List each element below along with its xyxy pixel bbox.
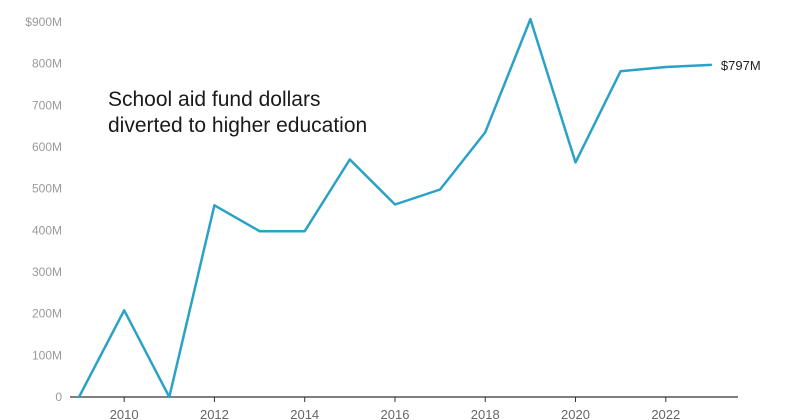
data-point-12 <box>619 69 623 73</box>
series-line <box>77 17 713 399</box>
data-point-10 <box>528 17 532 21</box>
y-tick-label-4: 400M <box>32 223 62 237</box>
x-tick-label-5: 2020 <box>561 407 590 420</box>
x-tick-label-4: 2018 <box>471 407 500 420</box>
data-point-13 <box>664 65 668 69</box>
x-tick-label-0: 2010 <box>110 407 139 420</box>
y-tick-label-5: 500M <box>32 182 62 196</box>
data-point-3 <box>212 203 216 207</box>
x-tick-label-1: 2012 <box>200 407 229 420</box>
data-point-0 <box>77 395 81 399</box>
y-tick-label-6: 600M <box>32 140 62 154</box>
y-tick-label-7: 700M <box>32 98 62 112</box>
y-tick-label-3: 300M <box>32 265 62 279</box>
y-tick-label-9: $900M <box>25 15 62 29</box>
data-point-11 <box>574 160 578 164</box>
data-point-4 <box>258 229 262 233</box>
x-tick-label-3: 2016 <box>381 407 410 420</box>
y-tick-label-2: 200M <box>32 307 62 321</box>
x-tick-label-2: 2014 <box>290 407 319 420</box>
y-tick-label-8: 800M <box>32 57 62 71</box>
data-point-2 <box>167 395 171 399</box>
data-point-7 <box>393 203 397 207</box>
y-tick-label-1: 100M <box>32 348 62 362</box>
chart-annotation: School aid fund dollars diverted to high… <box>108 88 368 137</box>
y-tick-label-0: 0 <box>55 390 62 404</box>
data-point-9 <box>483 130 487 134</box>
data-point-1 <box>122 308 126 312</box>
data-point-8 <box>438 188 442 192</box>
x-tick-label-6: 2022 <box>651 407 680 420</box>
data-point-6 <box>348 158 352 162</box>
end-value-label: $797M <box>721 58 761 73</box>
data-point-14 <box>709 63 713 67</box>
data-point-5 <box>303 229 307 233</box>
